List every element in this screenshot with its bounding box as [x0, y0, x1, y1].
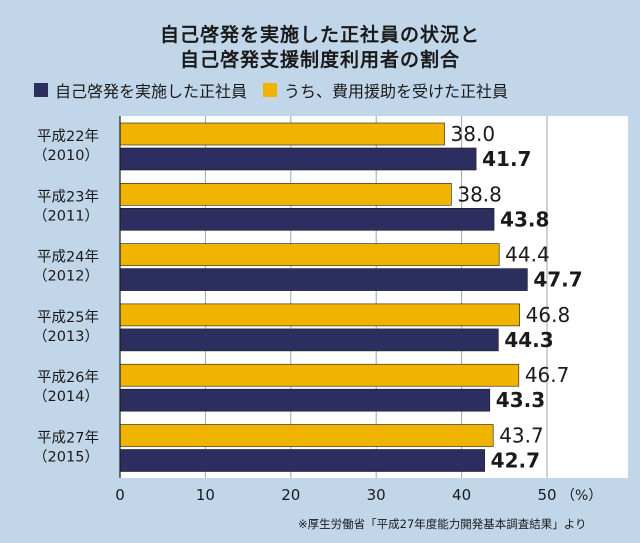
category-label: 平成27年: [37, 430, 99, 447]
x-tick-label: 30: [367, 486, 386, 504]
legend-label-support: うち、費用援助を受けた正社員: [284, 82, 509, 101]
category-label: 平成23年: [37, 188, 99, 205]
bar-support: [119, 183, 452, 206]
category-label: 平成22年: [37, 128, 99, 145]
category-label-year: （2010）: [33, 147, 99, 164]
value-label-self: 42.7: [491, 449, 540, 473]
bar-support: [119, 363, 520, 387]
bar-self: [119, 147, 477, 171]
value-label-self: 41.7: [482, 147, 531, 171]
legend-swatch-self: [34, 83, 48, 97]
value-label-support: 44.4: [505, 243, 550, 267]
bar-support: [119, 424, 494, 447]
bar-support: [119, 122, 445, 146]
source-note: ※厚生労働省「平成27年度能力開発基本調査結果」より: [298, 517, 587, 531]
value-label-self: 44.3: [504, 328, 553, 352]
x-tick-label: 40: [452, 486, 471, 504]
value-label-support: 38.0: [451, 122, 496, 146]
legend-label-self: 自己啓発を実施した正社員: [55, 82, 248, 101]
bar-self: [119, 388, 491, 412]
category-label: 平成25年: [37, 309, 99, 326]
category-label-year: （2011）: [33, 207, 99, 224]
category-label-year: （2014）: [33, 388, 99, 405]
category-label: 平成24年: [37, 249, 99, 266]
legend-swatch-support: [263, 83, 278, 97]
bar-support: [119, 243, 500, 266]
x-axis-unit: （%）: [561, 488, 602, 504]
chart-title-line-1: 自己啓発を実施した正社員の状況と: [159, 24, 480, 46]
x-tick-label: 0: [115, 486, 125, 504]
value-label-support: 46.7: [525, 363, 570, 387]
category-label: 平成26年: [37, 369, 99, 386]
bar-self: [119, 268, 528, 291]
x-tick-label: 10: [196, 486, 215, 504]
value-label-self: 43.8: [500, 207, 549, 231]
value-label-support: 43.7: [499, 424, 544, 448]
category-label-year: （2015）: [33, 449, 99, 466]
legend-item-support: うち、費用援助を受けた正社員: [263, 78, 508, 102]
x-tick-label: 50: [537, 486, 556, 504]
bar-support: [119, 303, 520, 327]
category-label-year: （2012）: [33, 268, 99, 285]
bar-self: [119, 208, 495, 231]
value-label-self: 47.7: [533, 268, 582, 292]
category-label-year: （2013）: [33, 328, 99, 345]
value-label-support: 38.8: [457, 182, 502, 206]
chart-legend: 自己啓発を実施した正社員 うち、費用援助を受けた正社員: [34, 79, 524, 101]
bar-self: [119, 328, 499, 352]
x-tick-label: 20: [281, 486, 300, 504]
bar-self: [119, 449, 485, 472]
chart-title-line-2: 自己啓発支援制度利用者の割合: [179, 49, 460, 71]
plot-area: [120, 116, 628, 478]
value-label-self: 43.3: [496, 388, 545, 412]
legend-item-self: 自己啓発を実施した正社員: [34, 78, 247, 102]
value-label-support: 46.8: [526, 303, 571, 327]
